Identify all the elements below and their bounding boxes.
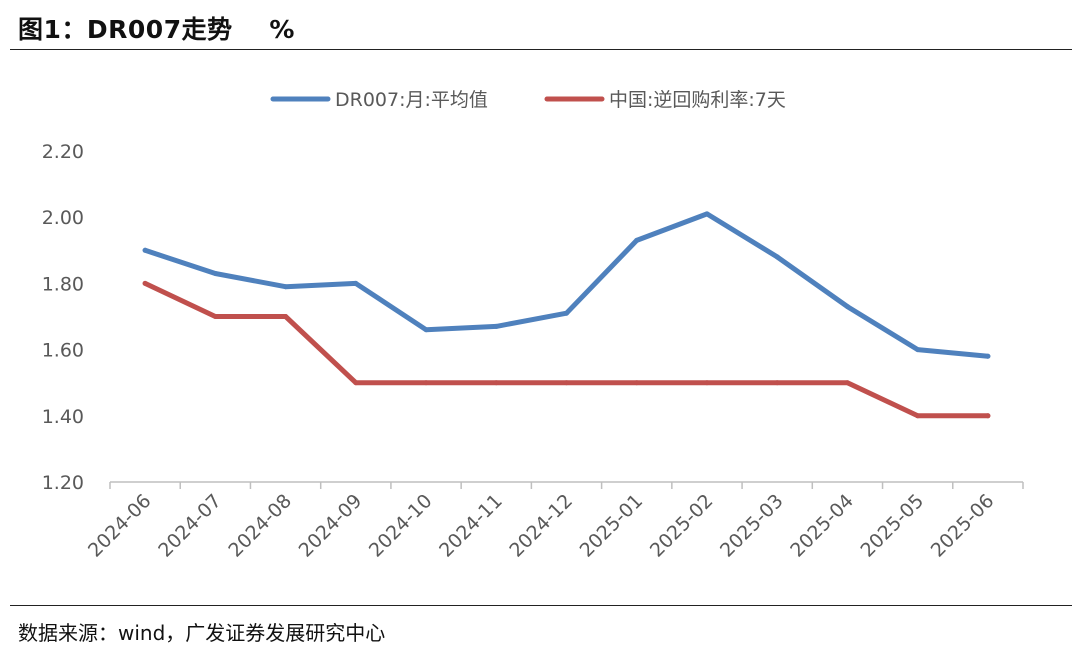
data-point xyxy=(985,353,991,359)
data-point xyxy=(283,314,289,319)
data-point xyxy=(844,380,850,386)
x-tick-label: 2024-06 xyxy=(84,490,156,562)
x-tick-label: 2024-07 xyxy=(154,490,226,562)
x-tick-label: 2025-02 xyxy=(646,490,718,562)
x-axis: 2024-062024-072024-082024-092024-102024-… xyxy=(84,481,1024,562)
x-tick-label: 2024-11 xyxy=(435,490,507,562)
data-point xyxy=(142,247,148,253)
y-tick-label: 2.20 xyxy=(42,141,84,163)
x-tick-label: 2024-10 xyxy=(365,490,437,562)
series-line-1 xyxy=(142,211,991,359)
data-point xyxy=(704,211,710,217)
data-point xyxy=(353,280,359,286)
data-point xyxy=(985,413,991,419)
x-tick-label: 2024-08 xyxy=(224,490,296,562)
data-point xyxy=(774,254,780,260)
data-point xyxy=(844,304,850,310)
legend-label-1: DR007:月:平均值 xyxy=(335,89,488,111)
x-tick-label: 2025-04 xyxy=(786,490,858,562)
data-point xyxy=(493,380,499,386)
legend-label-2: 中国:逆回购利率:7天 xyxy=(609,89,786,111)
bottom-divider xyxy=(10,605,1072,606)
data-point xyxy=(704,380,710,386)
x-tick-label: 2025-05 xyxy=(856,490,928,562)
y-tick-label: 2.00 xyxy=(42,207,84,229)
x-tick-label: 2024-09 xyxy=(295,490,367,562)
chart-series xyxy=(142,211,991,419)
line-chart: DR007:月:平均值 中国:逆回购利率:7天 1.20 1.40 1.60 1.80 2… xyxy=(42,89,1024,562)
data-point xyxy=(564,380,569,386)
y-tick-label: 1.60 xyxy=(42,340,84,362)
data-point xyxy=(564,310,569,316)
source-note: 数据来源：wind，广发证券发展研究中心 xyxy=(18,621,386,645)
figure-title: 图1：DR007走势 % xyxy=(18,15,295,44)
data-point xyxy=(915,413,921,419)
data-point xyxy=(423,327,429,333)
x-tick-label: 2024-12 xyxy=(505,490,577,562)
data-point xyxy=(212,270,218,276)
top-divider xyxy=(10,49,1072,50)
x-tick-label: 2025-06 xyxy=(927,490,999,562)
chart-legend: DR007:月:平均值 中国:逆回购利率:7天 xyxy=(270,89,786,111)
data-point xyxy=(915,347,921,353)
data-point xyxy=(142,280,148,286)
y-tick-label: 1.20 xyxy=(42,472,84,494)
x-tick-label: 2025-03 xyxy=(716,490,788,562)
data-point xyxy=(423,380,429,386)
x-tick-label: 2025-01 xyxy=(576,490,648,562)
data-point xyxy=(774,380,780,386)
data-point xyxy=(634,380,640,386)
data-point xyxy=(212,314,218,319)
y-tick-label: 1.80 xyxy=(42,273,84,295)
data-point xyxy=(283,284,289,290)
data-point xyxy=(353,380,359,386)
y-tick-label: 1.40 xyxy=(42,406,84,428)
series-line-2 xyxy=(142,280,991,419)
data-point xyxy=(634,237,640,243)
data-point xyxy=(493,323,499,329)
y-axis: 1.20 1.40 1.60 1.80 2.00 2.20 xyxy=(42,141,84,494)
